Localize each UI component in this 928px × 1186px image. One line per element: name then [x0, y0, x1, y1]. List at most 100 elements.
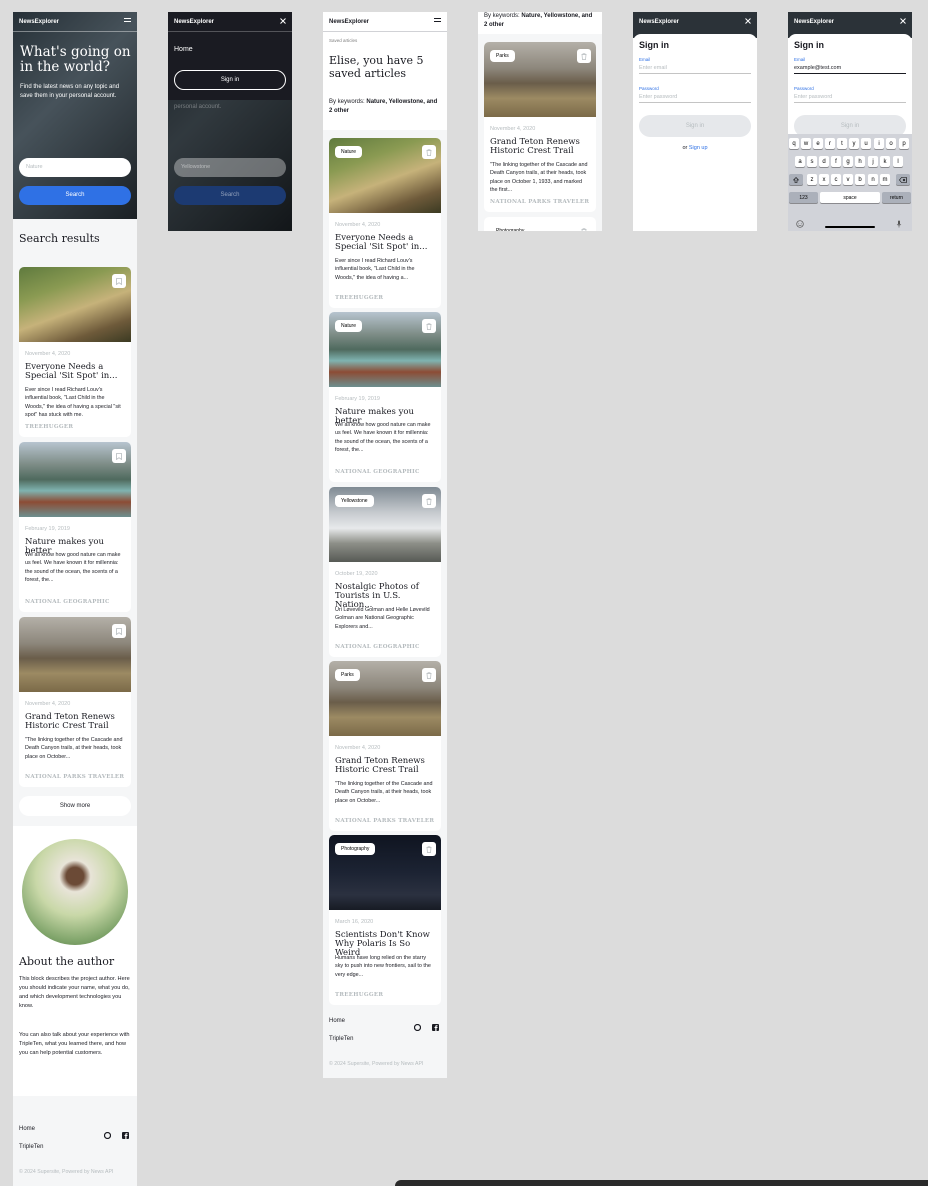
menu-icon[interactable] [124, 18, 131, 25]
key-d[interactable]: d [819, 156, 829, 167]
menu-icon[interactable] [434, 18, 441, 25]
footer-home-link[interactable]: Home [19, 1126, 36, 1132]
key-r[interactable]: r [825, 138, 835, 149]
bookmark-button[interactable] [112, 624, 126, 638]
email-field[interactable]: Enter email [639, 65, 751, 74]
key-l[interactable]: l [893, 156, 903, 167]
signin-title: Sign in [639, 40, 669, 50]
saved-card[interactable]: Nature February 19, 2019 Nature makes yo… [329, 312, 441, 482]
close-icon[interactable] [280, 17, 286, 26]
search-button[interactable]: Search [19, 186, 131, 205]
menu-sign-in-button[interactable]: Sign in [174, 70, 286, 90]
saved-card[interactable]: Yellowstone October 19, 2020 Nostalgic P… [329, 487, 441, 657]
github-icon[interactable] [413, 1018, 422, 1036]
close-icon[interactable] [745, 18, 751, 26]
article-text: We all know how good nature can make us … [25, 552, 121, 584]
key-o[interactable]: o [886, 138, 896, 149]
signin-keyboard-frame: NewsExplorer Sign in Email example@test.… [788, 12, 912, 231]
delete-button[interactable] [422, 668, 436, 682]
key-q[interactable]: q [789, 138, 799, 149]
key-s[interactable]: s [807, 156, 817, 167]
backspace-key[interactable] [896, 174, 910, 185]
github-icon[interactable] [103, 1126, 112, 1144]
facebook-icon[interactable] [122, 1126, 129, 1144]
key-h[interactable]: h [855, 156, 865, 167]
menu-home-link[interactable]: Home [174, 46, 193, 53]
signin-submit-button[interactable]: Sign in [639, 115, 751, 137]
saved-keywords: By keywords: Nature, Yellowstone, and 2 … [484, 13, 593, 28]
result-card[interactable]: November 4, 2020 Everyone Needs a Specia… [19, 267, 131, 437]
saved-card[interactable]: Nature November 4, 2020 Everyone Needs a… [329, 138, 441, 308]
key-w[interactable]: w [801, 138, 811, 149]
key-z[interactable]: z [807, 174, 817, 185]
trash-icon [581, 52, 587, 60]
key-y[interactable]: y [849, 138, 859, 149]
microphone-icon[interactable] [896, 215, 902, 231]
password-field[interactable]: Enter password [794, 94, 906, 103]
key-p[interactable]: p [899, 138, 909, 149]
email-label: Email [639, 57, 651, 62]
key-b[interactable]: b [855, 174, 865, 185]
facebook-icon[interactable] [432, 1018, 439, 1036]
password-field[interactable]: Enter password [639, 94, 751, 103]
saved-card[interactable]: Parks November 4, 2020 Grand Teton Renew… [484, 42, 596, 212]
footer-home-link[interactable]: Home [329, 1018, 346, 1024]
key-i[interactable]: i [874, 138, 884, 149]
saved-card[interactable]: Photography March 16, 2020 Scientists Do… [329, 835, 441, 1005]
key-x[interactable]: x [819, 174, 829, 185]
logo[interactable]: NewsExplorer [19, 18, 60, 25]
logo[interactable]: NewsExplorer [794, 19, 835, 25]
key-g[interactable]: g [843, 156, 853, 167]
search-input[interactable]: Nature [19, 158, 131, 177]
key-f[interactable]: f [831, 156, 841, 167]
signin-submit-button[interactable]: Sign in [794, 115, 906, 137]
delete-button[interactable] [422, 494, 436, 508]
key-k[interactable]: k [880, 156, 890, 167]
key-e[interactable]: e [813, 138, 823, 149]
delete-button[interactable] [422, 842, 436, 856]
search-input[interactable]: Yellowstone [174, 158, 286, 177]
saved-card[interactable]: Parks November 4, 2020 Grand Teton Renew… [329, 661, 441, 831]
footer-tripleten-link[interactable]: TripleTen [329, 1036, 354, 1042]
delete-button[interactable] [577, 49, 591, 63]
delete-button[interactable] [422, 319, 436, 333]
space-key[interactable]: space [820, 192, 880, 203]
key-t[interactable]: t [837, 138, 847, 149]
key-m[interactable]: m [880, 174, 890, 185]
bookmark-button[interactable] [112, 274, 126, 288]
return-key[interactable]: return [882, 192, 911, 203]
key-j[interactable]: j [868, 156, 878, 167]
delete-button[interactable] [422, 145, 436, 159]
bookmark-button[interactable] [112, 449, 126, 463]
search-button[interactable]: Search [174, 186, 286, 205]
article-title: Nature makes you better [25, 537, 104, 556]
main-page-frame: NewsExplorer What's going on in the worl… [13, 12, 137, 1186]
key-a[interactable]: a [795, 156, 805, 167]
logo[interactable]: NewsExplorer [329, 18, 370, 25]
delete-button[interactable] [577, 224, 591, 231]
article-title: Grand Teton Renews Historic Crest Trail [490, 137, 580, 156]
shift-key[interactable] [789, 174, 803, 185]
saved-card-partial[interactable]: Photography [484, 217, 596, 231]
result-card[interactable]: November 4, 2020 Grand Teton Renews Hist… [19, 617, 131, 787]
email-field[interactable]: example@test.com [794, 65, 906, 74]
numbers-key[interactable]: 123 [789, 192, 818, 203]
result-card[interactable]: February 19, 2019 Nature makes you bette… [19, 442, 131, 612]
key-n[interactable]: n [868, 174, 878, 185]
footer-tripleten-link[interactable]: TripleTen [19, 1144, 44, 1150]
key-v[interactable]: v [843, 174, 853, 185]
author-paragraph: You can also talk about your experience … [19, 1032, 130, 1056]
show-more-button[interactable]: Show more [19, 796, 131, 816]
home-indicator [825, 226, 875, 228]
article-text: Humans have long relied on the starry sk… [335, 955, 431, 978]
key-u[interactable]: u [861, 138, 871, 149]
keyword-tag: Nature [335, 320, 363, 332]
logo[interactable]: NewsExplorer [639, 19, 680, 25]
key-c[interactable]: c [831, 174, 841, 185]
close-icon[interactable] [900, 18, 906, 26]
logo[interactable]: NewsExplorer [174, 18, 215, 25]
emoji-icon[interactable] [796, 215, 804, 231]
article-source: TREEHUGGER [335, 295, 384, 301]
trash-icon [426, 845, 432, 853]
signup-link[interactable]: Sign up [688, 145, 708, 151]
